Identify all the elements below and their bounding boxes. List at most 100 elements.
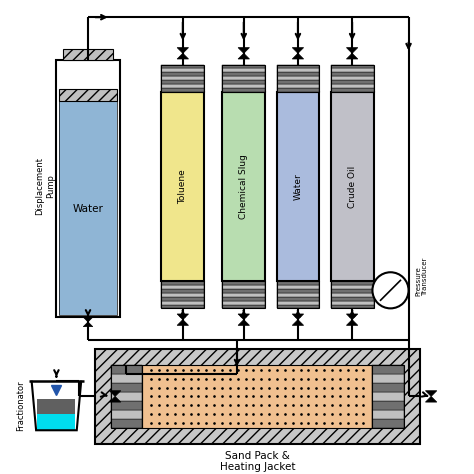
Polygon shape xyxy=(292,53,304,59)
Bar xyxy=(161,88,204,91)
Circle shape xyxy=(373,272,409,309)
Bar xyxy=(222,64,265,68)
Bar xyxy=(110,419,142,428)
Polygon shape xyxy=(238,314,249,319)
Text: Fractionator: Fractionator xyxy=(16,380,25,431)
Bar xyxy=(222,91,265,281)
Bar xyxy=(222,281,265,309)
Bar xyxy=(331,293,374,297)
Bar xyxy=(161,289,204,293)
Bar xyxy=(161,281,204,285)
Bar xyxy=(222,68,265,73)
Bar xyxy=(331,68,374,73)
Bar xyxy=(110,401,142,410)
Bar xyxy=(276,281,319,309)
Bar xyxy=(276,281,319,285)
Text: Water: Water xyxy=(73,204,103,214)
Bar xyxy=(276,297,319,301)
Polygon shape xyxy=(177,53,189,59)
Bar xyxy=(331,80,374,84)
Bar xyxy=(276,68,319,73)
Bar xyxy=(59,100,118,315)
Polygon shape xyxy=(346,314,358,319)
Bar xyxy=(110,410,142,419)
Bar xyxy=(331,281,374,309)
Polygon shape xyxy=(238,47,249,53)
Bar xyxy=(222,73,265,76)
Bar xyxy=(222,64,265,91)
Polygon shape xyxy=(83,322,93,327)
Bar xyxy=(161,91,204,281)
Bar xyxy=(276,304,319,309)
Bar xyxy=(222,80,265,84)
Bar xyxy=(222,281,265,285)
Bar xyxy=(373,401,404,410)
Bar xyxy=(276,84,319,88)
Bar xyxy=(373,365,404,374)
Bar xyxy=(276,64,319,91)
Bar xyxy=(110,383,142,392)
Text: Displacement
Pump: Displacement Pump xyxy=(36,157,55,216)
Bar xyxy=(373,392,404,401)
Bar xyxy=(222,76,265,80)
Bar xyxy=(161,64,204,68)
Bar xyxy=(222,88,265,91)
Polygon shape xyxy=(109,391,121,396)
Bar xyxy=(95,349,420,444)
Bar xyxy=(222,304,265,309)
Bar xyxy=(110,365,142,374)
Bar xyxy=(161,64,204,91)
Bar xyxy=(276,64,319,68)
Bar xyxy=(276,301,319,304)
Bar xyxy=(59,90,118,100)
Bar xyxy=(161,80,204,84)
Text: Water: Water xyxy=(293,173,302,200)
Bar xyxy=(331,297,374,301)
Bar xyxy=(373,419,404,428)
Bar xyxy=(331,76,374,80)
Bar xyxy=(373,374,404,383)
Polygon shape xyxy=(177,314,189,319)
Bar xyxy=(59,100,118,315)
Bar xyxy=(276,73,319,76)
Bar xyxy=(142,365,373,428)
Bar xyxy=(331,84,374,88)
Text: Toluene: Toluene xyxy=(178,169,187,204)
Polygon shape xyxy=(238,319,249,325)
Bar xyxy=(161,301,204,304)
Bar xyxy=(276,88,319,91)
Bar xyxy=(161,297,204,301)
Bar xyxy=(331,289,374,293)
Bar xyxy=(37,414,75,430)
Bar xyxy=(161,304,204,309)
Bar xyxy=(161,84,204,88)
Bar xyxy=(331,73,374,76)
Bar xyxy=(276,293,319,297)
Polygon shape xyxy=(346,53,358,59)
Bar xyxy=(276,285,319,289)
Bar xyxy=(161,281,204,309)
Polygon shape xyxy=(83,317,93,322)
Bar xyxy=(56,60,119,318)
Bar xyxy=(331,88,374,91)
Bar xyxy=(222,84,265,88)
Bar xyxy=(276,91,319,281)
Bar xyxy=(161,285,204,289)
Bar xyxy=(161,68,204,73)
Text: Chemical Slug: Chemical Slug xyxy=(239,154,248,219)
Polygon shape xyxy=(177,319,189,325)
Polygon shape xyxy=(292,319,304,325)
Bar xyxy=(63,49,113,60)
Bar xyxy=(222,289,265,293)
Bar xyxy=(331,301,374,304)
Bar xyxy=(110,392,142,401)
Bar xyxy=(331,91,374,281)
Text: Pressure
Transducer: Pressure Transducer xyxy=(415,257,428,296)
Bar xyxy=(276,80,319,84)
Bar xyxy=(331,64,374,91)
Bar xyxy=(110,365,142,428)
Bar xyxy=(161,73,204,76)
Bar xyxy=(276,289,319,293)
Bar xyxy=(161,293,204,297)
Text: Sand Pack &
Heating Jacket: Sand Pack & Heating Jacket xyxy=(219,451,295,472)
